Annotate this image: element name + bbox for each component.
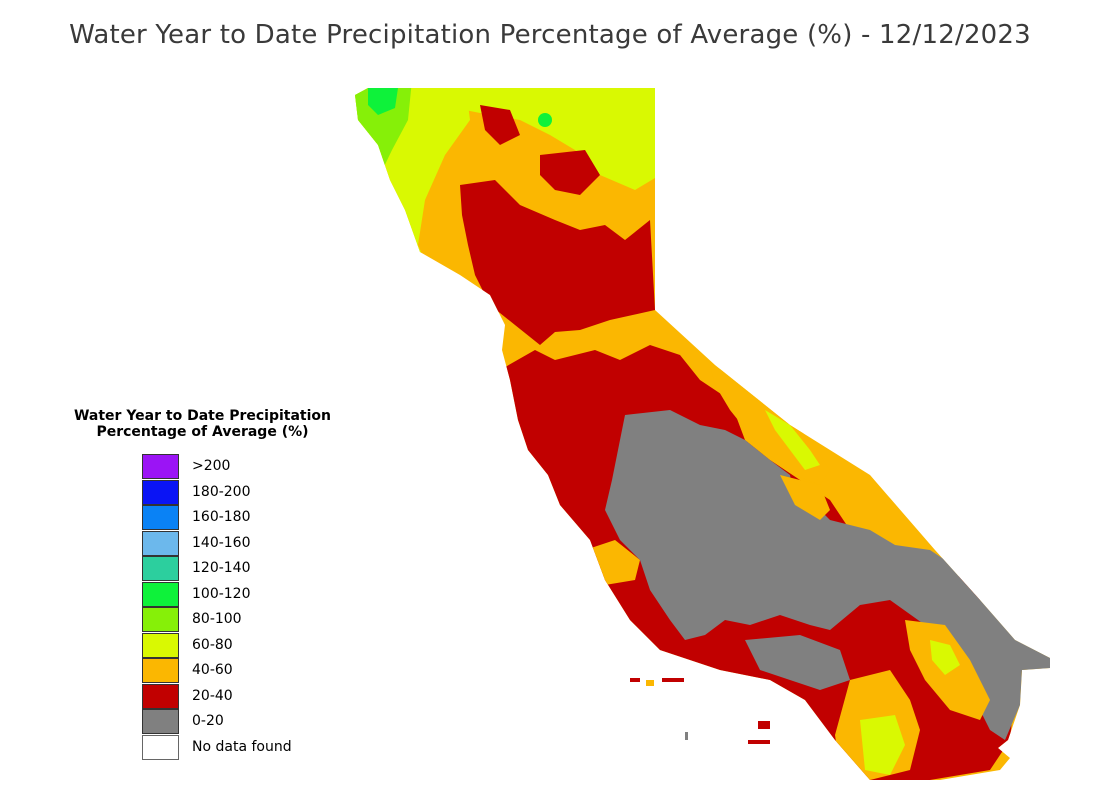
legend-swatch bbox=[142, 556, 179, 581]
legend-swatch bbox=[142, 454, 179, 479]
region-40-60-sierra2 bbox=[780, 475, 830, 520]
legend-label: 60-80 bbox=[192, 636, 233, 653]
region-60-80-desert bbox=[930, 640, 960, 675]
map-legend: Water Year to Date Precipitation Percent… bbox=[60, 408, 345, 760]
region-20-40-north-patch bbox=[540, 150, 600, 195]
channel-islands bbox=[630, 678, 770, 744]
region-60-80-north bbox=[460, 88, 660, 190]
legend-swatch bbox=[142, 632, 179, 658]
legend-swatch bbox=[142, 607, 179, 632]
page-title: Water Year to Date Precipitation Percent… bbox=[69, 20, 1031, 50]
region-20-40-north-patch2 bbox=[480, 105, 520, 145]
region-60-80-sierra bbox=[765, 410, 820, 470]
legend-swatch bbox=[142, 530, 179, 556]
legend-label: 180-200 bbox=[192, 483, 251, 500]
legend-swatch bbox=[142, 683, 179, 709]
legend-swatch bbox=[142, 479, 179, 505]
region-60-80-socal bbox=[860, 715, 905, 775]
legend-label: 40-60 bbox=[192, 662, 233, 678]
region-100-120-nw bbox=[368, 88, 398, 115]
legend-swatch bbox=[142, 581, 179, 607]
legend-swatch bbox=[142, 505, 179, 530]
region-0-20-south bbox=[745, 635, 850, 690]
legend-swatch bbox=[142, 658, 179, 683]
legend-label: 120-140 bbox=[192, 560, 251, 576]
region-100-120-patch bbox=[538, 113, 552, 127]
legend-label: No data found bbox=[192, 738, 292, 755]
legend-label: 160-180 bbox=[192, 509, 251, 525]
california-precipitation-map bbox=[355, 88, 1050, 780]
legend-label: 140-160 bbox=[192, 534, 251, 551]
precipitation-regions bbox=[355, 88, 1050, 780]
legend-title: Water Year to Date Precipitation Percent… bbox=[73, 408, 332, 440]
region-20-40-north bbox=[460, 180, 655, 345]
legend-label: 80-100 bbox=[192, 611, 242, 627]
legend-label: >200 bbox=[192, 458, 231, 474]
legend-swatch bbox=[142, 734, 179, 760]
legend-label: 20-40 bbox=[192, 687, 233, 704]
legend-swatch bbox=[142, 709, 179, 734]
region-0-20-valley bbox=[605, 410, 1050, 740]
legend-label: 100-120 bbox=[192, 585, 251, 602]
legend-label: 0-20 bbox=[192, 713, 224, 729]
